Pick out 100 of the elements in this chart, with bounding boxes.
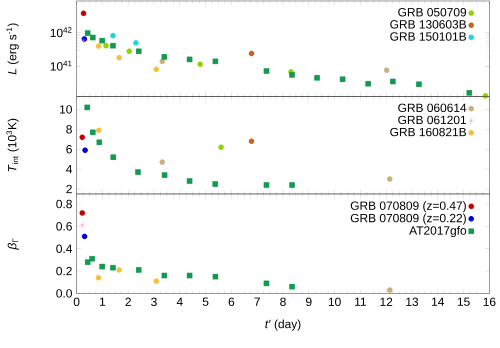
legend-label: GRB 050709 [398,8,466,16]
point [186,56,192,62]
point [289,284,295,290]
point [99,264,105,270]
x-tick-label: 8 [280,298,286,306]
point [90,129,96,136]
legend-label: GRB 070809 (z=0.22) [350,213,466,225]
point [84,30,90,36]
legend-label: GRB 061201 [398,116,466,124]
point [136,48,142,54]
x-tick-label: 10 [328,298,341,306]
x-tick-label: 1 [100,298,106,306]
point [248,138,254,144]
point [159,58,166,64]
point [264,280,270,286]
y-tick-label: 0.4 [56,244,72,253]
y-tick-label: 4 [66,164,72,174]
legend-label: GRB 070809 (z=0.47) [350,201,466,212]
point [116,54,122,60]
point [116,267,122,273]
y-tick-label: 0.2 [56,266,72,276]
point [96,43,102,49]
point [84,104,90,110]
point [110,32,116,38]
point [186,272,192,278]
y-axis-title: T$_{int}$ (10$^{3}$K) [6,118,19,172]
x-tick-label: 2 [125,298,131,306]
point [136,267,142,273]
point [314,74,320,81]
point [289,72,295,78]
point [466,90,472,96]
point [110,264,116,270]
x-tick-label: 3 [151,298,157,306]
legend-label: GRB 130603B [390,20,466,29]
point [218,144,224,150]
x-tick-label: 14 [432,298,444,306]
x-tick-label: 7 [254,298,260,306]
point [82,234,88,240]
point [110,154,116,160]
point [248,50,254,56]
point [79,134,86,140]
point [197,61,203,67]
point [186,178,192,184]
point [90,34,96,40]
point [96,274,102,280]
legend-label: GRB 150101B [390,32,466,41]
point [96,139,102,145]
point [96,127,102,134]
point [110,42,116,48]
point [154,66,160,72]
point [80,10,86,16]
y-tick-label: 0.6 [56,222,72,231]
y-tick-label: 2 [66,184,72,194]
x-axis-title: t′ (day) [265,319,300,331]
y-tick-label: 10 [60,105,72,114]
point [79,210,86,216]
x-tick-label: 0 [74,298,80,306]
point [126,48,132,54]
y-tick-label: 6 [66,144,72,154]
point [416,81,422,87]
point [99,38,105,44]
y-axis-title: L (erg s$^{-1}$) [6,23,19,74]
point [212,58,218,64]
x-tick-label: 11 [355,298,366,306]
point [289,182,295,188]
y-tick-label: 0.0 [56,289,72,298]
x-tick-label: 16 [484,298,496,306]
point [264,182,270,188]
point [82,147,88,153]
y-tick-label: 8 [66,125,72,134]
point [162,172,168,178]
point [103,42,109,48]
y-axis-title: β$_{Γ}$ [8,238,19,250]
point [135,169,141,175]
point [159,159,166,165]
point [387,287,393,293]
x-tick-label: 12 [380,298,392,306]
x-tick-label: 15 [458,298,470,306]
x-tick-label: 5 [202,298,208,306]
point [212,274,218,280]
x-tick-label: 4 [176,298,183,306]
x-tick-label: 6 [228,298,234,306]
point [390,78,396,84]
point [154,278,160,284]
y-tick-label: 10$^{41}$ [50,60,72,71]
y-tick-label: 10$^{42}$ [50,27,72,38]
legend-label: AT2017gfo [409,226,466,238]
point [340,76,346,82]
y-tick-label: 0.8 [56,200,72,208]
point [162,272,168,278]
point [387,176,393,182]
x-tick-label: 13 [406,298,418,306]
point [133,40,139,46]
point [365,80,371,86]
point [89,256,95,262]
point [84,259,90,265]
legend-label: GRB 060614 [398,104,466,112]
x-tick-label: 9 [306,298,312,306]
point [162,54,168,60]
legend-label: GRB 160821B [390,128,466,136]
